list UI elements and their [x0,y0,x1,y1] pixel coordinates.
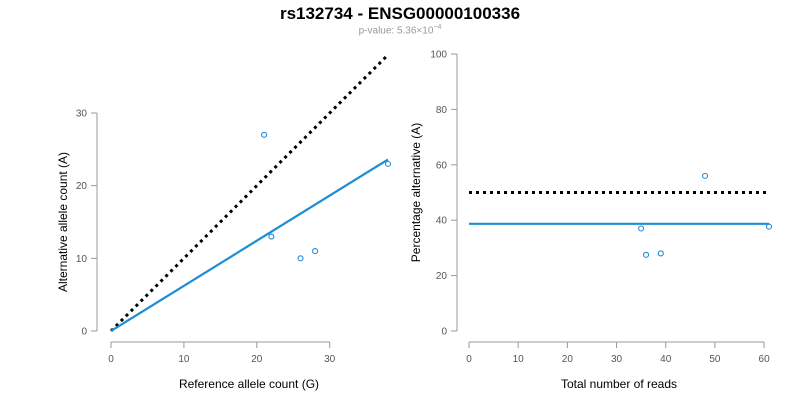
panel-1-x-tick-label: 20 [251,354,263,365]
panel-2-x-tick-label: 20 [562,354,574,365]
panel-2-x-axis-label: Total number of reads [561,377,677,391]
panel-2-y-axis-label: Percentage alternative (A) [409,123,423,262]
panel-1-data-point [384,160,392,167]
panel-1-y-tick-label: 30 [76,109,88,120]
panel-1-reference-line [109,53,390,333]
panel-2-data-point [657,250,664,257]
panel-2-y-tick-label: 80 [436,105,448,116]
p-value-exponent: −4 [433,24,442,31]
panel-1-y-axis-label: Alternative allele count (A) [56,152,70,292]
panel-2-x-tick-label: 40 [660,354,672,365]
panel-1-data-point [312,248,319,255]
panel-1-data-point [261,131,268,138]
panel-2-data-point [702,172,709,179]
chart-subtitle: p-value: 5.36×10−4 [0,24,800,36]
panel-2-data-point [638,225,645,232]
panel-2-y-tick-label: 0 [441,327,447,338]
panel-2-x-tick-label: 50 [709,354,721,365]
panel-1-data-point [297,255,304,262]
panel-1-x-axis-label: Reference allele count (G) [179,377,319,391]
panel-2-data-point [765,223,773,230]
panel-1-x-tick-label: 30 [324,354,336,365]
panel-1-y-tick-label: 20 [76,181,88,192]
p-value-text: p-value: 5.36×10 [358,25,434,37]
panel-2-x-tick-label: 10 [513,354,525,365]
panel-1-x-tick-label: 0 [108,354,114,365]
panel-2-x-tick-label: 30 [611,354,623,365]
panel-2-y-tick-label: 100 [430,50,447,61]
panel-1-y-tick-label: 10 [76,254,88,265]
panel-2-data-point [642,251,650,258]
panel-1-x-tick-label: 10 [178,354,190,365]
panel-2-y-tick-label: 20 [436,271,448,282]
chart-title: rs132734 - ENSG00000100336 [279,4,521,23]
panel-1-data-point [268,233,275,240]
panel-2-x-tick-label: 0 [466,354,472,365]
panel-2-x-tick-label: 60 [759,354,771,365]
panel-2-y-tick-label: 60 [436,160,448,171]
panel-1-fit-line [110,158,389,332]
panel-1-y-tick-label: 0 [81,327,87,338]
panel-2-y-tick-label: 40 [436,216,448,227]
